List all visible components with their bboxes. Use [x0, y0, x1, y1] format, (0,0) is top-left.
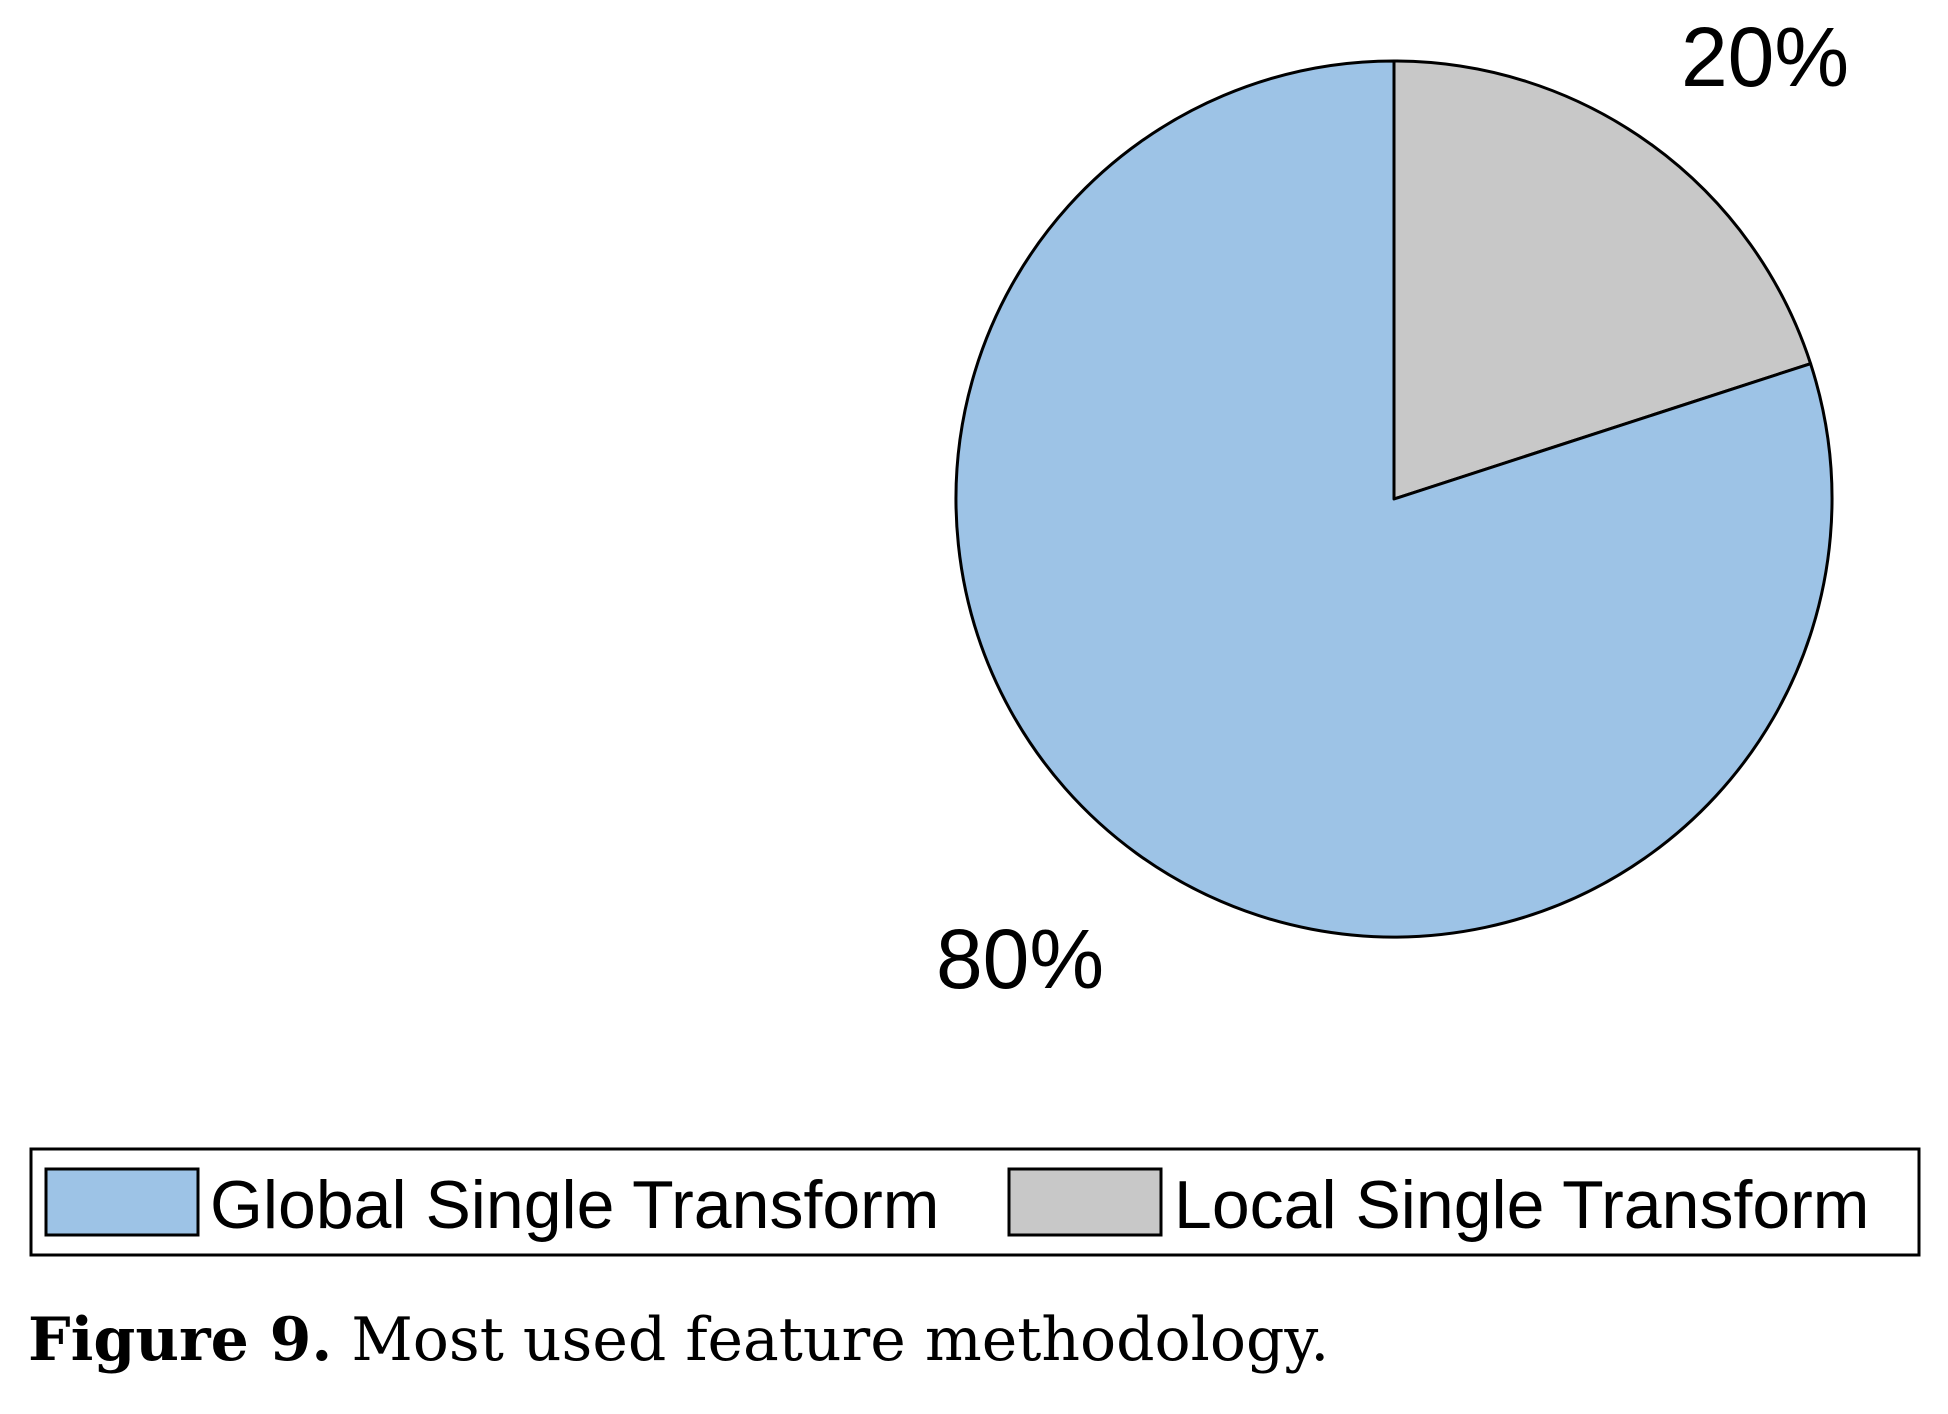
- caption-label: Figure 9.: [28, 1305, 333, 1375]
- slice-label-global: 80%: [936, 912, 1104, 1006]
- legend-swatch-global: [44, 1167, 200, 1237]
- pie-slice-local-single-transform: [1392, 59, 1813, 501]
- pie-slice-global-single-transform: [954, 59, 1834, 939]
- pie-slices: [954, 59, 1834, 939]
- slice-label-local: 20%: [1681, 10, 1849, 104]
- legend-swatch-local: [1007, 1167, 1163, 1237]
- legend-label-local: Local Single Transform: [1174, 1167, 1869, 1243]
- legend: Global Single Transform Local Single Tra…: [29, 1147, 1921, 1257]
- caption-text: Most used feature methodology.: [351, 1305, 1330, 1375]
- legend-frame: [29, 1147, 1921, 1257]
- figure-caption: Figure 9. Most used feature methodology.: [28, 1300, 1329, 1380]
- legend-label-global: Global Single Transform: [210, 1167, 939, 1243]
